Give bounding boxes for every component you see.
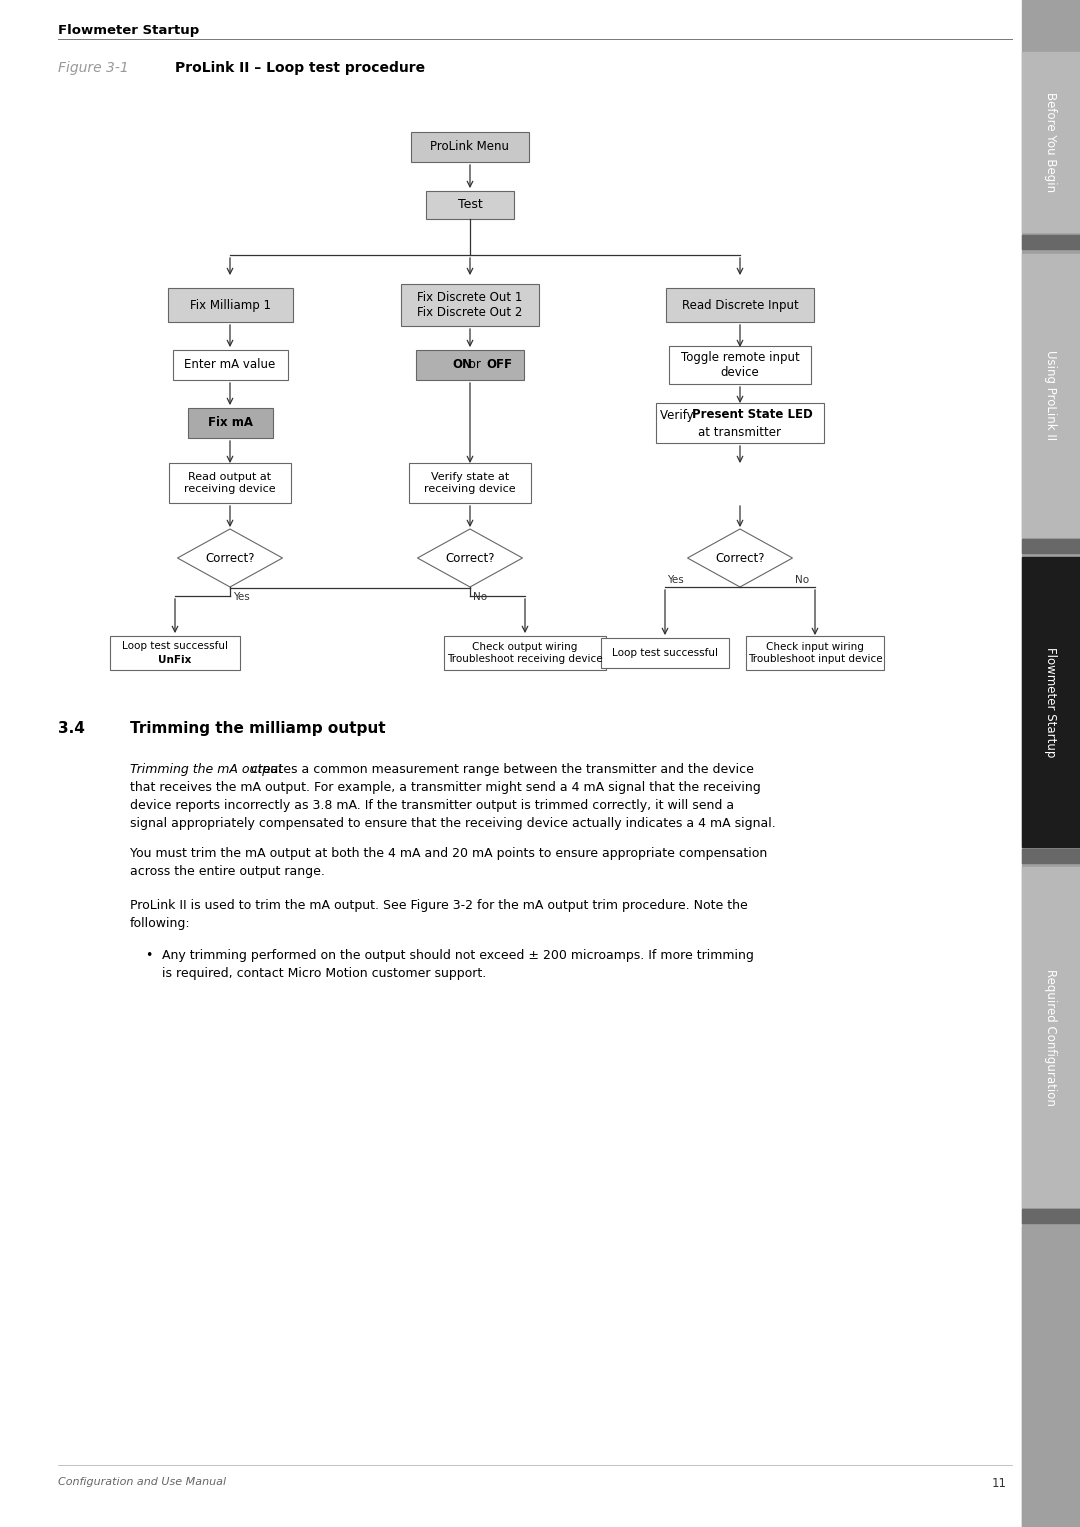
Bar [1022,849,1080,863]
Bar [1022,0,1080,1527]
Text: signal appropriately compensated to ensure that the receiving device actually in: signal appropriately compensated to ensu… [130,817,775,831]
Text: Check input wiring
Troubleshoot input device: Check input wiring Troubleshoot input de… [747,643,882,664]
Bar [1022,52,1080,232]
Text: Any trimming performed on the output should not exceed ± 200 microamps. If more : Any trimming performed on the output sho… [162,948,754,962]
Bar [1022,1228,1080,1527]
Text: Trimming the milliamp output: Trimming the milliamp output [130,721,386,736]
Text: Fix Milliamp 1: Fix Milliamp 1 [189,298,270,312]
Bar [416,350,524,380]
Text: Flowmeter Startup: Flowmeter Startup [58,24,199,37]
Text: Yes: Yes [667,576,684,585]
Text: ProLink Menu: ProLink Menu [431,140,510,154]
Text: •: • [145,948,152,962]
Polygon shape [418,528,523,586]
Bar [168,463,291,502]
Text: Correct?: Correct? [445,551,495,565]
Text: following:: following: [130,918,191,930]
Text: Check output wiring
Troubleshoot receiving device: Check output wiring Troubleshoot receivi… [447,643,603,664]
Text: Before You Begin: Before You Begin [1044,92,1057,192]
Bar [1022,557,1080,847]
Bar [173,350,287,380]
Text: Read output at
receiving device: Read output at receiving device [185,472,275,493]
Text: Fix Discrete Out 1
Fix Discrete Out 2: Fix Discrete Out 1 Fix Discrete Out 2 [417,292,523,319]
Bar [1022,539,1080,553]
Text: Loop test successful: Loop test successful [612,647,718,658]
Text: Figure 3-1: Figure 3-1 [58,61,129,75]
Text: OFF: OFF [486,359,512,371]
Bar [409,463,531,502]
Bar [110,637,240,670]
Bar [1022,253,1080,538]
Polygon shape [688,528,793,586]
Bar [666,289,814,322]
Bar [1022,1209,1080,1223]
Text: Yes: Yes [233,592,249,602]
Bar [167,289,293,322]
Text: ON: ON [453,359,472,371]
Text: device reports incorrectly as 3.8 mA. If the transmitter output is trimmed corre: device reports incorrectly as 3.8 mA. If… [130,799,734,812]
Text: at transmitter: at transmitter [699,426,782,438]
Text: that receives the mA output. For example, a transmitter might send a 4 mA signal: that receives the mA output. For example… [130,780,760,794]
Polygon shape [177,528,283,586]
Text: Configuration and Use Manual: Configuration and Use Manual [58,1477,226,1487]
Bar [669,347,811,383]
Text: Present State LED: Present State LED [692,409,813,421]
Text: Enter mA value: Enter mA value [185,359,275,371]
Text: Correct?: Correct? [205,551,255,565]
Text: 11: 11 [993,1477,1007,1490]
Text: Verify: Verify [660,409,698,421]
Bar [1022,867,1080,1206]
Bar [426,191,514,218]
Bar [444,637,606,670]
Text: Loop test successful: Loop test successful [122,641,228,651]
Text: ProLink II is used to trim the mA output. See Figure 3-2 for the mA output trim : ProLink II is used to trim the mA output… [130,899,747,912]
Bar [401,284,539,325]
Text: Toggle remote input
device: Toggle remote input device [680,351,799,379]
Text: No: No [795,576,809,585]
Text: No: No [473,592,487,602]
Bar [1022,235,1080,249]
Text: Required Configuration: Required Configuration [1044,968,1057,1106]
Text: creates a common measurement range between the transmitter and the device: creates a common measurement range betwe… [247,764,754,776]
Text: Flowmeter Startup: Flowmeter Startup [1044,647,1057,757]
Text: Using ProLink II: Using ProLink II [1044,350,1057,440]
Text: is required, contact Micro Motion customer support.: is required, contact Micro Motion custom… [162,967,486,980]
Text: Correct?: Correct? [715,551,765,565]
Text: ProLink II – Loop test procedure: ProLink II – Loop test procedure [175,61,426,75]
Bar [600,638,729,667]
Bar [411,131,529,162]
Text: 3.4: 3.4 [58,721,85,736]
Text: across the entire output range.: across the entire output range. [130,864,325,878]
Text: Trimming the mA output: Trimming the mA output [130,764,283,776]
Text: or: or [465,359,485,371]
Text: Read Discrete Input: Read Discrete Input [681,298,798,312]
Text: You must trim the mA output at both the 4 mA and 20 mA points to ensure appropri: You must trim the mA output at both the … [130,847,767,860]
Text: Test: Test [458,199,483,212]
Text: Fix mA: Fix mA [207,417,253,429]
Text: UnFix: UnFix [159,655,191,664]
Text: Verify state at
receiving device: Verify state at receiving device [424,472,516,493]
Bar [188,408,272,438]
Bar [746,637,885,670]
Bar [656,403,824,443]
